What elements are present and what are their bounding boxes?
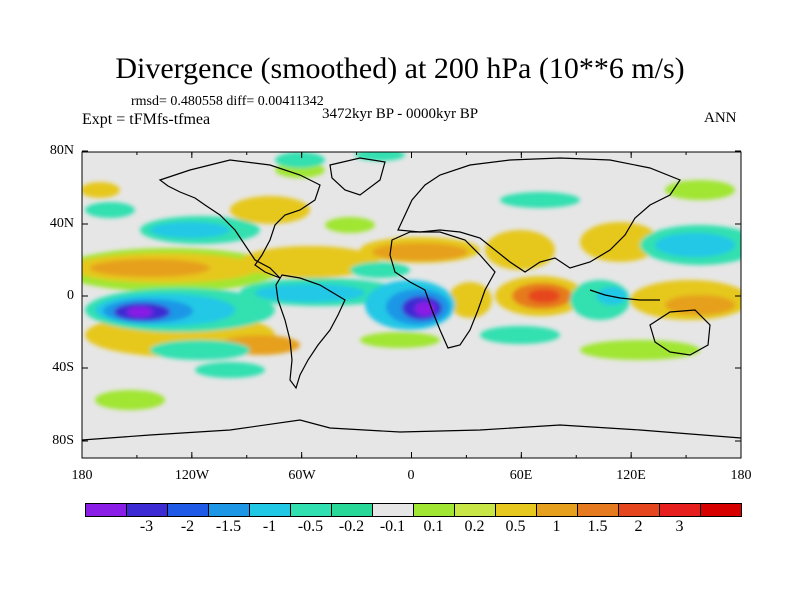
anomaly-region [580, 340, 700, 360]
longitude-label-60e: 60E [509, 468, 533, 483]
colorbar-swatch [372, 503, 414, 517]
colorbar-label: 0.5 [505, 518, 526, 535]
anomaly-region [360, 332, 440, 348]
colorbar-label: 0.2 [464, 518, 485, 535]
experiment-label: Expt = tFMfs-tfmea [82, 111, 211, 128]
anomaly-region [485, 230, 555, 270]
anomaly-region [150, 222, 230, 238]
statistics-label: rmsd= 0.480558 diff= 0.00411342 [131, 94, 324, 109]
anomaly-region [150, 340, 250, 360]
latitude-label-80s: 80S [52, 433, 74, 448]
colorbar-swatch [577, 503, 619, 517]
period-label: 3472kyr BP - 0000kyr BP [322, 106, 479, 122]
anomaly-region [480, 326, 560, 344]
colorbar-label: 3 [675, 518, 684, 535]
anomaly-region [665, 295, 735, 315]
colorbar-swatch [700, 503, 742, 517]
anomaly-region [255, 284, 365, 302]
indonesia-coastline [589, 289, 660, 301]
colorbar-label: -0.1 [379, 518, 406, 535]
colorbar-label: -1.5 [215, 518, 242, 535]
eurasia-coastline [397, 157, 681, 273]
antarctica-coastline [82, 419, 741, 441]
anomaly-region [655, 233, 735, 257]
colorbar-swatch [331, 503, 373, 517]
anomaly-region [127, 307, 153, 317]
anomaly-region [275, 152, 325, 168]
anomaly-region [240, 246, 380, 278]
south-america-coastline [275, 274, 346, 390]
latitude-label-40n: 40N [49, 216, 74, 231]
season-label: ANN [704, 110, 737, 126]
map-title: Divergence (smoothed) at 200 hPa (10**6 … [115, 52, 685, 85]
colorbar-label: -3 [139, 518, 154, 535]
colorbar-swatch [167, 503, 209, 517]
colorbar-label: -0.5 [297, 518, 324, 535]
longitude-label-120w: 120W [174, 468, 210, 483]
anomaly-region [325, 217, 375, 233]
latitude-label-80n: 80N [49, 143, 74, 158]
australia-coastline [649, 309, 711, 356]
colorbar-label: 0.1 [423, 518, 444, 535]
anomaly-region [448, 282, 492, 318]
anomaly-region [85, 202, 135, 218]
colorbar-label: 1.5 [587, 518, 608, 535]
divergence-field [82, 152, 741, 410]
longitude-label-180w: 180 [71, 468, 93, 483]
longitude-label-60w: 60W [288, 468, 316, 483]
longitude-label-120e: 120E [616, 468, 646, 483]
colorbar-swatch [495, 503, 537, 517]
anomaly-region [372, 243, 468, 261]
anomaly-region [82, 182, 120, 198]
anomaly-region [528, 289, 560, 303]
longitude-label-0: 0 [407, 468, 415, 483]
anomaly-region [665, 180, 735, 200]
colorbar-swatch [249, 503, 291, 517]
colorbar-swatch [536, 503, 578, 517]
anomaly-region [230, 196, 310, 224]
colorbar-label: -0.2 [338, 518, 365, 535]
colorbar-swatch [290, 503, 332, 517]
colorbar-swatch [454, 503, 496, 517]
colorbar-swatch [659, 503, 701, 517]
colorbar-label: 2 [634, 518, 643, 535]
greenland-coastline [329, 157, 386, 196]
colorbar-swatch [126, 503, 168, 517]
longitude-label-180e: 180 [730, 468, 752, 483]
latitude-label-0: 0 [67, 288, 74, 303]
colorbar-swatch [85, 503, 127, 517]
africa-coastline [389, 231, 496, 349]
anomaly-region [350, 262, 410, 278]
colorbar-swatch [413, 503, 455, 517]
colorbar-label: -1 [262, 518, 277, 535]
coastlines [82, 157, 741, 441]
anomaly-region [500, 192, 580, 208]
anomaly-region [580, 222, 660, 262]
north-america-coastline [158, 159, 321, 279]
anomaly-region [95, 390, 165, 410]
colorbar-label: 1 [552, 518, 561, 535]
latitude-label-40s: 40S [52, 360, 74, 375]
anomaly-region [195, 362, 265, 378]
anomaly-region [90, 259, 210, 277]
colorbar-swatch [208, 503, 250, 517]
axis-ticks [81, 150, 742, 458]
anomaly-region [355, 152, 405, 161]
colorbar-swatch [618, 503, 660, 517]
colorbar-label: -2 [180, 518, 195, 535]
